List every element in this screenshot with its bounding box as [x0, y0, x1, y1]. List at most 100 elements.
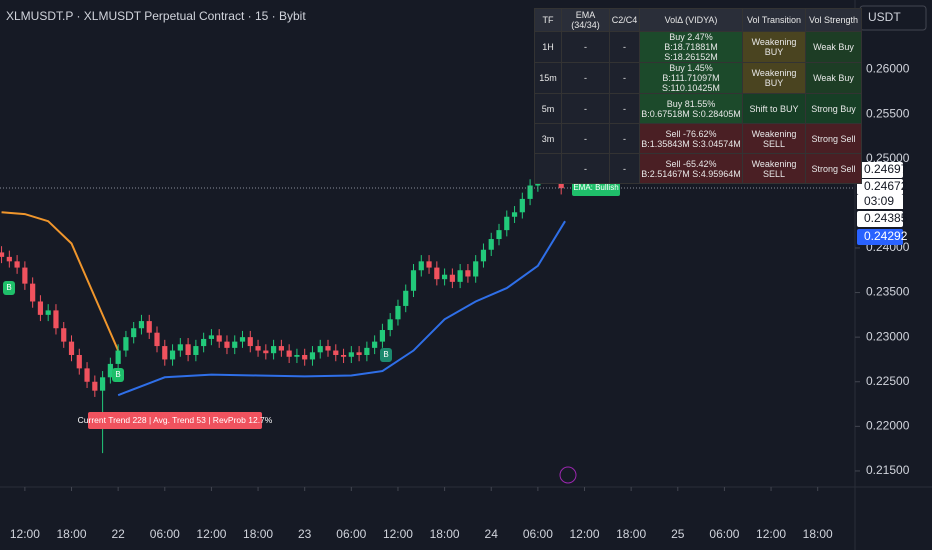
trend-box	[88, 412, 262, 429]
x-tick-label: 22	[111, 527, 125, 541]
table-cell: Weak Buy	[805, 62, 862, 94]
y-tick-label: 0.22500	[866, 374, 910, 388]
table-row: 1H - - Buy 2.47% B:18.71881M S:18.26152M Weak…	[534, 31, 862, 63]
x-tick-label: 18:00	[616, 527, 646, 541]
candle-body	[294, 354, 300, 357]
candle-body	[465, 270, 471, 277]
table-header-cell: TF	[534, 8, 562, 32]
table-cell-line: B:1.35843M S:3.04574M	[641, 138, 741, 149]
candle-body	[247, 337, 253, 347]
candle-body	[395, 305, 401, 320]
candle-body	[356, 352, 362, 355]
price-label: 0.24292	[864, 229, 908, 243]
x-tick-label: 12:00	[383, 527, 413, 541]
y-tick-label: 0.23000	[866, 329, 910, 343]
candle-body	[138, 321, 145, 329]
table-cell: -	[609, 123, 640, 154]
candle-body	[185, 344, 191, 355]
y-tick-label: 0.22000	[866, 419, 910, 433]
candle-body	[154, 332, 160, 347]
candle-body	[239, 337, 246, 342]
candle-body	[426, 261, 432, 268]
y-tick-label: 0.21500	[866, 463, 910, 477]
price-label-box	[857, 229, 903, 245]
x-tick-label: 12:00	[569, 527, 599, 541]
table-cell-line: Sell -76.62%	[665, 128, 717, 139]
candle-body	[457, 270, 463, 282]
table-cell: 5m	[534, 93, 562, 124]
candle-body	[100, 377, 106, 391]
candle-body	[84, 368, 90, 382]
price-label-box	[857, 162, 903, 178]
candle-body	[325, 346, 331, 351]
table-cell: Sell -65.42% B:2.51467M S:4.95964M	[639, 153, 743, 184]
table-cell: 1H	[534, 31, 562, 63]
table-cell-line: Sell -65.42%	[665, 158, 717, 169]
candle-body	[263, 350, 269, 354]
candle-body	[418, 261, 424, 271]
x-tick-label: 06:00	[709, 527, 739, 541]
table-cell: Strong Buy	[805, 93, 862, 124]
candle-body	[511, 212, 518, 217]
currency[interactable]: USDT	[868, 10, 901, 24]
price-label-box	[857, 211, 903, 227]
ema-tag-text: EMA: Bullish	[573, 183, 618, 192]
candle-body	[410, 270, 417, 291]
candle-body	[107, 363, 113, 378]
price-label: 0.24385	[864, 211, 908, 225]
candle-body	[68, 341, 75, 355]
candle-body	[302, 354, 308, 360]
candle-body	[286, 350, 292, 357]
table-cell-line: Buy 81.55%	[666, 98, 716, 109]
candle-body	[340, 354, 347, 357]
candle-body	[169, 350, 176, 360]
table-cell: Weakening SELL	[742, 123, 806, 154]
x-tick-label: 18:00	[243, 527, 273, 541]
price-label: 0.24672	[864, 179, 908, 193]
candle-body	[527, 185, 533, 199]
table-cell: Shift to BUY	[742, 93, 806, 124]
price-label-box	[857, 179, 903, 195]
y-tick-label: 0.25000	[866, 151, 910, 165]
table-cell: -	[609, 93, 640, 124]
signal-marker-text: B	[115, 370, 120, 379]
candle-body	[364, 347, 370, 355]
candle-body	[473, 261, 479, 277]
candle-body	[480, 249, 487, 262]
table-cell: 15m	[534, 62, 562, 94]
alert-icon[interactable]	[559, 466, 577, 484]
candle-body	[45, 310, 51, 315]
candle-body	[449, 274, 455, 282]
candle-body	[216, 335, 222, 342]
x-tick-label: 06:00	[523, 527, 553, 541]
table-cell: -	[561, 93, 610, 124]
table-cell: Weakening BUY	[742, 31, 806, 63]
candle-body	[162, 346, 168, 360]
candle-body	[201, 338, 207, 347]
table-cell: Weak Buy	[805, 31, 862, 63]
signal-table: TF EMA (34/34) C2/C4 VolΔ (VIDYA) Vol Transi…	[534, 8, 862, 184]
x-tick-label: 25	[671, 527, 685, 541]
table-header-cell: VolΔ (VIDYA)	[639, 8, 743, 32]
y-tick-label: 0.23500	[866, 285, 910, 299]
chart-title: XLMUSDT.P · XLMUSDT Perpetual Contract ·…	[6, 9, 306, 23]
table-cell-line: B:2.51467M S:4.95964M	[641, 168, 741, 179]
candle-body	[14, 261, 20, 268]
candle-body	[333, 350, 339, 355]
x-tick-label: 12:00	[196, 527, 226, 541]
indicator-line	[117, 220, 566, 397]
x-tick-label: 18:00	[430, 527, 460, 541]
candle-body	[37, 301, 44, 315]
x-tick-label: 12:00	[756, 527, 786, 541]
x-tick-label: 18:00	[56, 527, 86, 541]
candle-body	[278, 346, 284, 351]
x-tick-label: 06:00	[150, 527, 180, 541]
price-label: 0.24697	[864, 162, 908, 176]
candle-body	[488, 239, 494, 250]
table-cell-line: Buy 1.45%	[669, 63, 713, 73]
signal-marker	[112, 368, 124, 382]
candle-body	[317, 346, 323, 353]
table-header-cell: C2/C4	[609, 8, 640, 32]
candle-body	[92, 381, 98, 391]
